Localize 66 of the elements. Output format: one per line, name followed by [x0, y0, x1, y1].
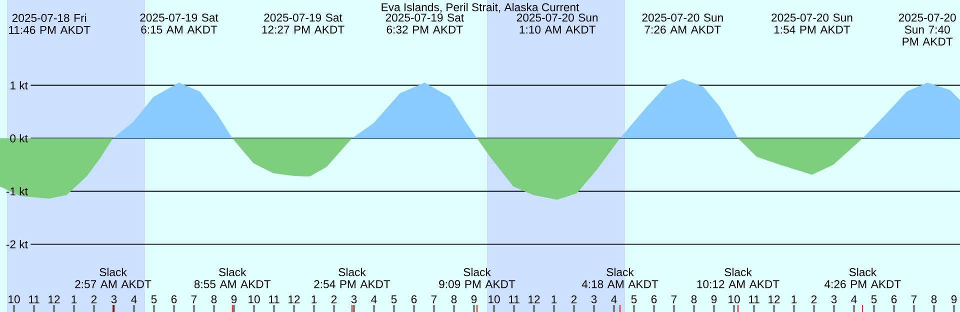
x-tick-label: 11: [28, 295, 40, 304]
y-tick-label: 1 kt: [10, 81, 28, 90]
x-tick-label: 5: [631, 295, 637, 304]
x-tick-label: 9: [471, 295, 477, 304]
x2-tick-label: 2025-07-18 Fri 11:46 PM AKDT: [9, 14, 90, 34]
x2-tick-label: 2025-07-19 Sat 12:27 PM AKDT: [262, 14, 344, 34]
x-tick-label: 1: [792, 295, 797, 304]
annotation: Slack 8:55 AM AKDT: [194, 268, 270, 288]
x-tick-label: 10: [248, 295, 260, 304]
x-tick-label: 7: [431, 295, 437, 304]
annotation: Slack 4:18 AM AKDT: [582, 268, 658, 288]
x-tick-label: 6: [171, 295, 177, 304]
x-tick-label: 8: [451, 295, 457, 304]
x-tick-label: 12: [48, 295, 60, 304]
x-tick-label: 11: [508, 295, 520, 304]
x-tick-label: 1: [312, 295, 317, 304]
x-tick-label: 9: [951, 295, 957, 304]
annotation: Slack 10:12 AM AKDT: [697, 268, 780, 288]
x-tick-label: 5: [151, 295, 157, 304]
x-tick-label: 7: [671, 295, 677, 304]
x-tick-label: 5: [391, 295, 397, 304]
annotation: Slack 9:09 PM AKDT: [439, 268, 516, 288]
x-tick-label: 12: [768, 295, 780, 304]
x-tick-label: 8: [931, 295, 937, 304]
x-tick-label: 2: [571, 295, 577, 304]
x-tick-label: 11: [268, 295, 280, 304]
x-tick-label: 7: [911, 295, 917, 304]
x-tick-label: 5: [871, 295, 877, 304]
x-tick-label: 3: [591, 295, 597, 304]
x-tick-label: 8: [211, 295, 217, 304]
x-tick-label: 6: [891, 295, 897, 304]
annotation: Slack 2:57 AM AKDT: [75, 268, 152, 288]
x-tick-label: 10: [8, 295, 20, 304]
x-tick-label: 11: [748, 295, 760, 304]
x2-tick-label: 2025-07-20 Sun 1:54 PM AKDT: [772, 14, 852, 34]
x-tick-label: 8: [691, 295, 697, 304]
x2-tick-label: 2025-07-20 Sun 1:10 AM AKDT: [516, 14, 598, 34]
x2-tick-label: 2025-07-19 Sat 6:32 PM AKDT: [386, 14, 464, 34]
x-tick-label: 12: [288, 295, 300, 304]
x-tick-label: 3: [351, 295, 357, 304]
chart-title: Eva Islands, Peril Strait, Alaska Current: [382, 2, 580, 13]
x-tick-label: 10: [488, 295, 500, 304]
x-tick-label: 6: [651, 295, 657, 304]
x-tick-label: 12: [528, 295, 540, 304]
x-tick-label: 9: [711, 295, 717, 304]
x-tick-label: 4: [131, 295, 137, 304]
x-tick-label: 7: [191, 295, 197, 304]
x-tick-label: 4: [611, 295, 617, 304]
x-tick-label: 9: [231, 295, 237, 304]
x2-tick-label: 2025-07-20 Sun 7:40 PM AKDT: [898, 14, 956, 46]
x2-tick-label: 2025-07-19 Sat 6:15 AM AKDT: [140, 14, 218, 34]
x-tick-label: 10: [728, 295, 740, 304]
x-tick-label: 3: [111, 295, 117, 304]
x-tick-label: 4: [371, 295, 377, 304]
x2-tick-label: 2025-07-20 Sun 7:26 AM AKDT: [642, 14, 723, 34]
x-tick-label: 2: [331, 295, 337, 304]
annotation: Slack 4:26 PM AKDT: [824, 268, 901, 288]
y-tick-label: -2 kt: [6, 240, 28, 248]
x-tick-label: 1: [552, 295, 557, 304]
x-tick-label: 2: [91, 295, 97, 304]
annotation: Slack 2:54 PM AKDT: [314, 268, 390, 288]
x-tick-label: 3: [831, 295, 837, 304]
x-tick-label: 6: [411, 295, 417, 304]
x-tick-label: 2: [811, 295, 817, 304]
x-tick-label: 1: [72, 295, 77, 304]
x-tick-label: 4: [851, 295, 857, 304]
